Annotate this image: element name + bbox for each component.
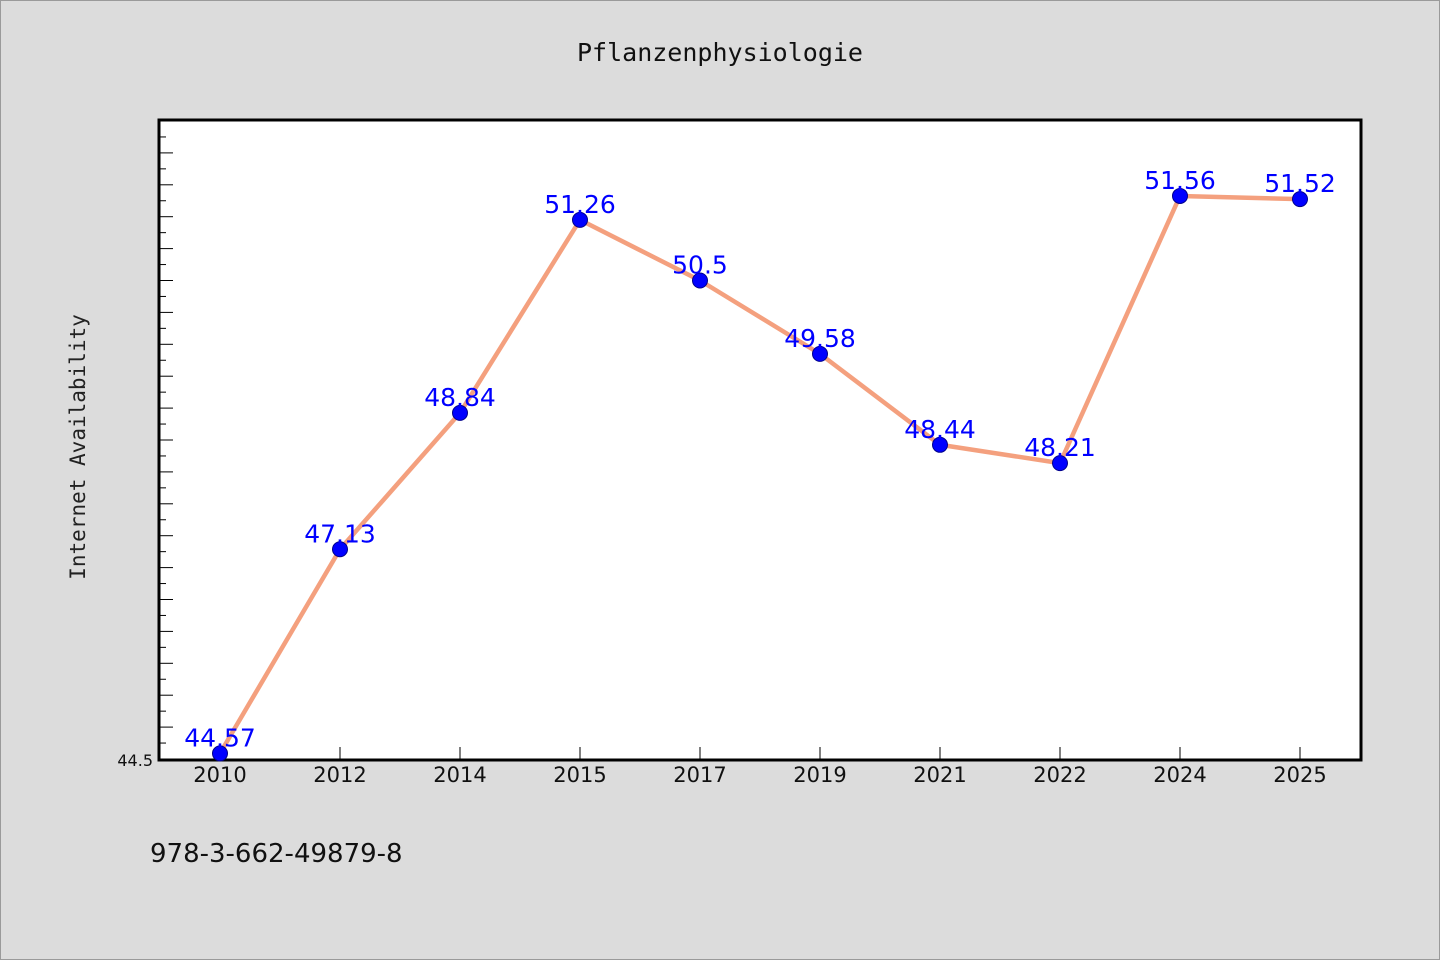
data-point-2025 — [1292, 191, 1308, 208]
data-label-2012: 47.13 — [304, 519, 376, 548]
data-point-2010 — [212, 745, 228, 762]
x-tick-label-2025: 2025 — [1273, 763, 1326, 787]
x-tick-label-2012: 2012 — [313, 763, 366, 787]
x-tick-label-2024: 2024 — [1153, 763, 1206, 787]
data-point-2022 — [1052, 455, 1068, 472]
series-polyline — [217, 193, 1303, 756]
y-axis-label: Internet Availability — [66, 314, 90, 580]
x-tick-label-2015: 2015 — [553, 763, 606, 787]
x-tick-label-2019: 2019 — [793, 763, 846, 787]
data-labels: 44.57 47.13 48.84 51.26 50.5 49.58 48.44 48.21 5… — [184, 166, 1336, 752]
data-label-2014: 48.84 — [424, 383, 496, 412]
data-label-2021: 48.44 — [904, 415, 976, 444]
series-markers — [212, 187, 1308, 762]
x-tick-labels: 2010 2012 2014 2015 2017 2019 2021 2022 2024 2025 — [193, 763, 1326, 787]
data-label-2024: 51.56 — [1144, 166, 1216, 195]
x-tick-label-2022: 2022 — [1033, 763, 1086, 787]
data-point-2024 — [1172, 187, 1188, 204]
data-label-2025: 51.52 — [1264, 169, 1336, 198]
series-line — [217, 193, 1303, 756]
data-point-2014 — [452, 404, 468, 421]
data-point-2019 — [812, 345, 828, 362]
data-label-2022: 48.21 — [1024, 433, 1096, 462]
x-tick-label-2010: 2010 — [193, 763, 246, 787]
data-point-2017 — [692, 272, 708, 289]
y-tick-marks — [160, 120, 173, 760]
data-point-2012 — [332, 541, 348, 558]
data-label-2017: 50.5 — [672, 251, 728, 280]
data-label-2015: 51.26 — [544, 190, 616, 219]
chart-title: Pflanzenphysiologie — [577, 38, 863, 67]
data-label-2019: 49.58 — [784, 324, 856, 353]
plot-area — [157, 118, 1363, 762]
x-tick-label-2021: 2021 — [913, 763, 966, 787]
data-label-2010: 44.57 — [184, 723, 256, 752]
x-tick-marks — [219, 747, 1301, 759]
y-tick-label-min: 44.5 — [117, 751, 153, 770]
x-tick-label-2014: 2014 — [433, 763, 486, 787]
data-point-2021 — [932, 436, 948, 453]
isbn-footnote: 978-3-662-49879-8 — [150, 839, 403, 869]
data-point-2015 — [572, 211, 588, 228]
x-tick-label-2017: 2017 — [673, 763, 726, 787]
